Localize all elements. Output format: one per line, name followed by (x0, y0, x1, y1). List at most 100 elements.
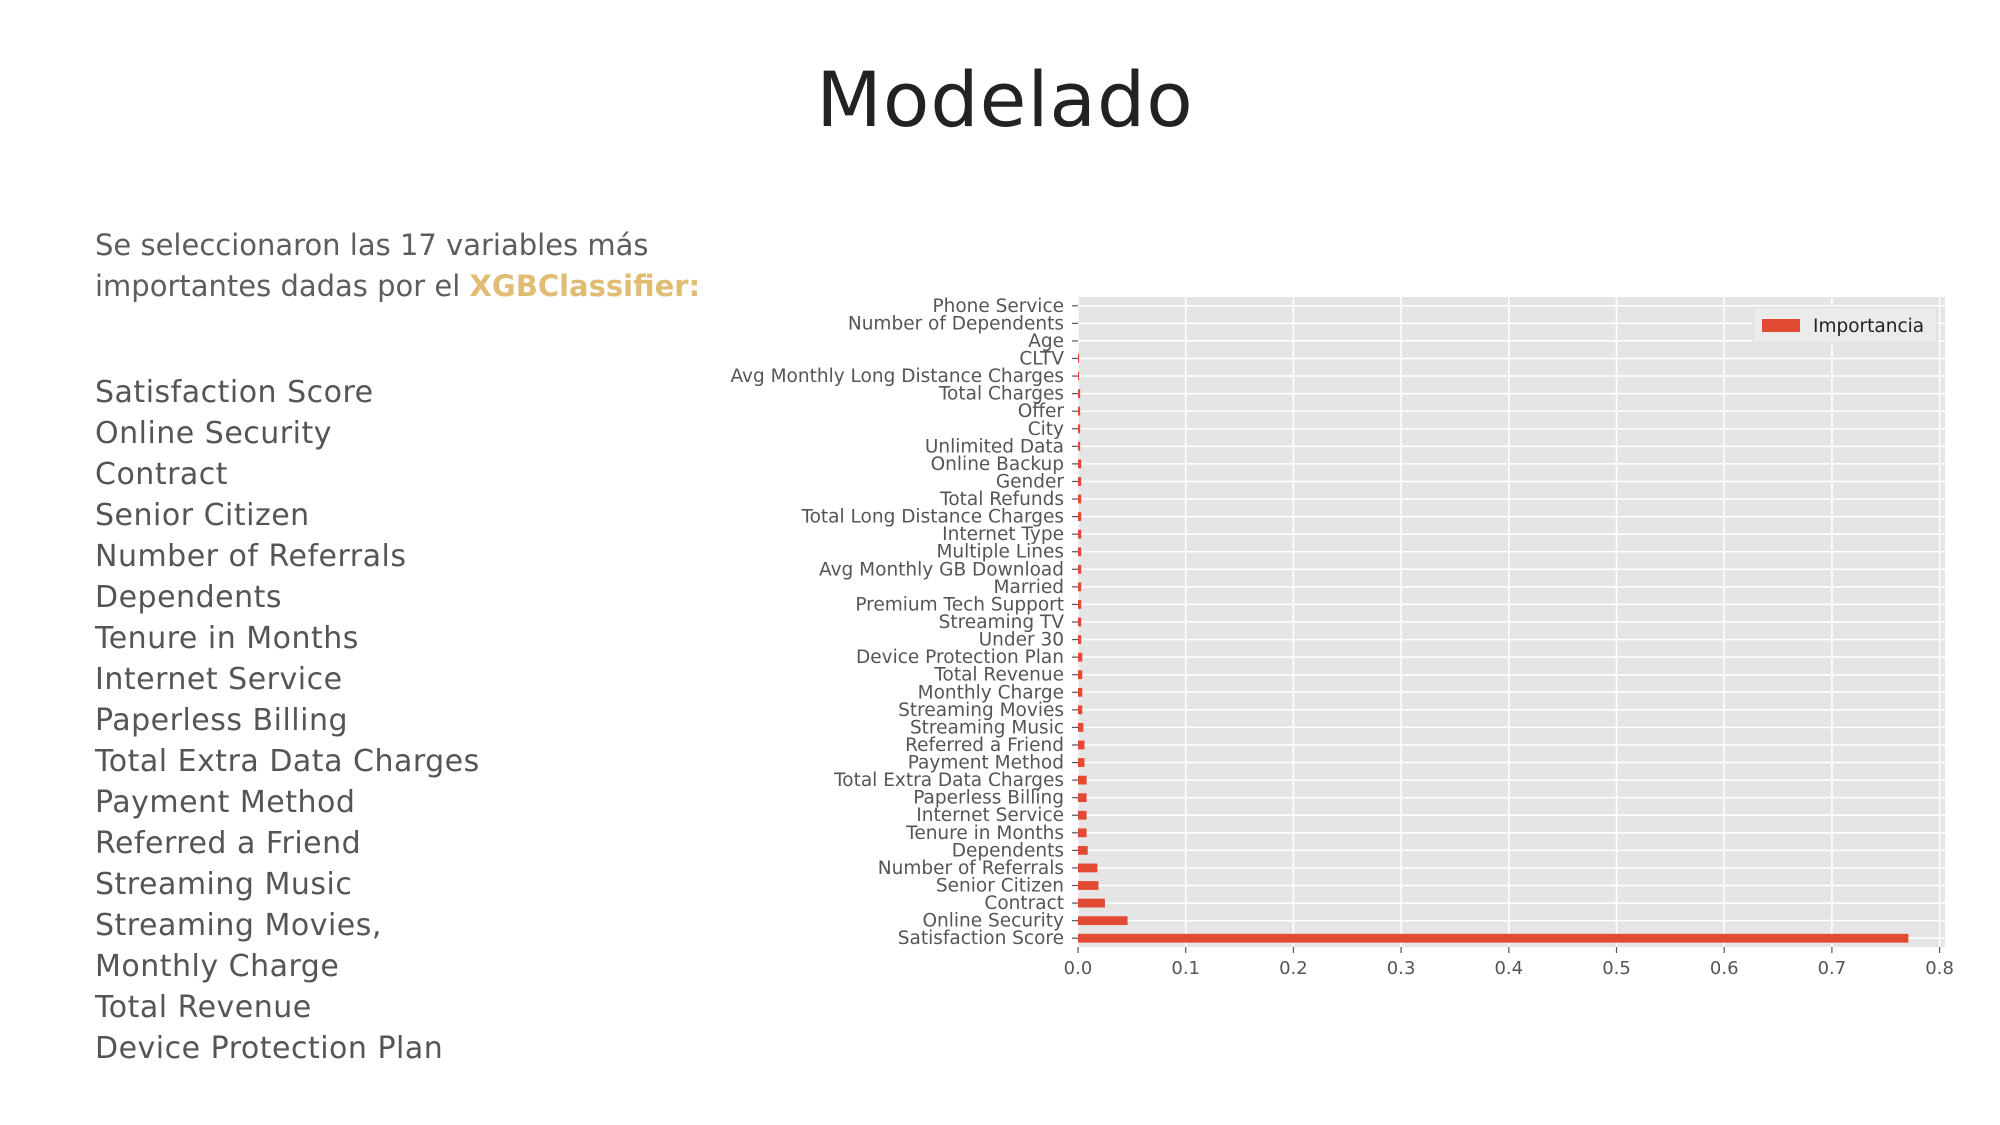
y-tick-label: Satisfaction Score (898, 928, 1064, 949)
y-tick-label: Online Backup (931, 454, 1064, 475)
y-tick-label: Tenure in Months (905, 823, 1064, 844)
y-tick-label: Total Charges (938, 384, 1064, 405)
importance-bar (1078, 793, 1087, 803)
importance-bar (1078, 898, 1105, 908)
selected-variable-item: Referred a Friend (95, 826, 362, 861)
x-tick-label: 0.6 (1710, 958, 1739, 979)
importance-bar (1078, 845, 1088, 855)
y-tick-label: Offer (1018, 401, 1065, 422)
importance-bar (1078, 933, 1909, 943)
importance-bar (1078, 459, 1082, 469)
selected-variable-item: Satisfaction Score (95, 375, 374, 410)
importance-bar (1078, 916, 1128, 926)
y-tick-label: Senior Citizen (936, 876, 1064, 897)
y-tick-label: Total Long Distance Charges (800, 507, 1064, 528)
y-tick-label: Age (1028, 331, 1064, 352)
y-tick-label: Streaming TV (939, 612, 1065, 633)
y-tick-label: Internet Type (942, 524, 1064, 545)
y-tick-label: Device Protection Plan (856, 647, 1064, 668)
intro-text: Se seleccionaron las 17 variables más im… (95, 225, 715, 307)
importance-bar (1078, 424, 1081, 434)
importance-bar (1078, 494, 1082, 504)
importance-bar (1078, 881, 1099, 890)
importance-bar (1078, 758, 1085, 767)
intro-prefix: Se seleccionaron las 17 variables más im… (95, 228, 649, 303)
y-tick-label: Monthly Charge (918, 682, 1064, 703)
y-tick-label: Number of Dependents (848, 313, 1064, 334)
selected-variable-item: Tenure in Months (95, 621, 359, 656)
importance-bar (1078, 810, 1087, 820)
y-tick-label: Premium Tech Support (855, 594, 1064, 615)
importance-bar (1078, 547, 1082, 557)
x-tick-label: 0.8 (1925, 958, 1954, 979)
importance-bar (1078, 828, 1087, 838)
selected-variable-item: Device Protection Plan (95, 1031, 444, 1066)
selected-variables-list: Satisfaction Score Online Security Contrac… (95, 372, 480, 1069)
y-tick-label: Phone Service (932, 296, 1064, 317)
y-tick-label: City (1028, 419, 1064, 440)
importance-bar (1078, 371, 1080, 381)
legend-box (1752, 306, 1938, 344)
importance-bar (1078, 512, 1082, 521)
slide-title: Modelado (816, 55, 1194, 144)
selected-variable-item: Total Extra Data Charges (95, 744, 480, 779)
y-tick-label: Gender (996, 471, 1065, 492)
importance-bar (1078, 617, 1082, 627)
importance-bar (1078, 635, 1082, 644)
importance-bar (1078, 723, 1084, 732)
y-tick-label: Avg Monthly Long Distance Charges (730, 366, 1064, 387)
importance-bar (1078, 705, 1083, 715)
importance-bar (1078, 389, 1081, 399)
selected-variable-item: Paperless Billing (95, 703, 349, 738)
y-tick-label: Internet Service (916, 805, 1064, 826)
y-tick-label: Referred a Friend (905, 735, 1064, 756)
selected-variable-item: Contract (95, 457, 229, 492)
y-tick-label: Total Refunds (939, 489, 1064, 510)
x-tick-label: 0.5 (1602, 958, 1631, 979)
y-tick-label: Married (994, 577, 1064, 598)
selected-variable-item: Online Security (95, 416, 332, 451)
y-tick-label: Online Security (922, 911, 1064, 932)
y-tick-label: Avg Monthly GB Download (819, 559, 1064, 580)
x-tick-label: 0.3 (1387, 958, 1416, 979)
legend-label: Importancia (1813, 316, 1924, 337)
y-tick-label: Paperless Billing (913, 788, 1064, 809)
x-tick-label: 0.0 (1064, 958, 1093, 979)
y-tick-label: Streaming Movies (898, 700, 1064, 721)
y-tick-label: Multiple Lines (936, 542, 1064, 563)
selected-variable-item: Total Revenue (95, 990, 312, 1025)
y-tick-label: Number of Referrals (878, 858, 1064, 879)
importance-bar (1078, 582, 1082, 592)
x-tick-label: 0.1 (1171, 958, 1200, 979)
selected-variable-item: Number of Referrals (95, 539, 407, 574)
importance-bar (1078, 670, 1083, 680)
y-tick-label: Streaming Music (910, 717, 1064, 738)
importance-bar (1078, 406, 1081, 416)
selected-variable-item: Streaming Music (95, 867, 353, 902)
importance-bar (1078, 652, 1083, 662)
selected-variable-item: Monthly Charge (95, 949, 340, 984)
y-tick-label: Payment Method (908, 753, 1064, 774)
importance-bar (1078, 441, 1081, 451)
selected-variable-item: Payment Method (95, 785, 356, 820)
x-tick-label: 0.7 (1818, 958, 1847, 979)
model-name: XGBClassifier: (469, 269, 701, 303)
y-tick-label: CLTV (1019, 348, 1064, 369)
y-tick-label: Unlimited Data (925, 436, 1064, 457)
importance-bar (1078, 564, 1082, 574)
importance-bar (1078, 775, 1087, 785)
importance-bar (1078, 477, 1082, 486)
importance-bar (1078, 529, 1082, 539)
x-tick-label: 0.4 (1494, 958, 1523, 979)
importance-bar (1078, 354, 1080, 363)
y-tick-label: Under 30 (979, 630, 1064, 651)
importance-bar (1078, 600, 1082, 609)
importance-bar (1078, 863, 1098, 873)
selected-variable-item: Streaming Movies, (95, 908, 382, 943)
importance-bar (1078, 740, 1085, 750)
selected-variable-item: Dependents (95, 580, 282, 615)
y-tick-label: Total Revenue (933, 665, 1064, 686)
y-tick-label: Dependents (952, 840, 1064, 861)
selected-variable-item: Senior Citizen (95, 498, 310, 533)
